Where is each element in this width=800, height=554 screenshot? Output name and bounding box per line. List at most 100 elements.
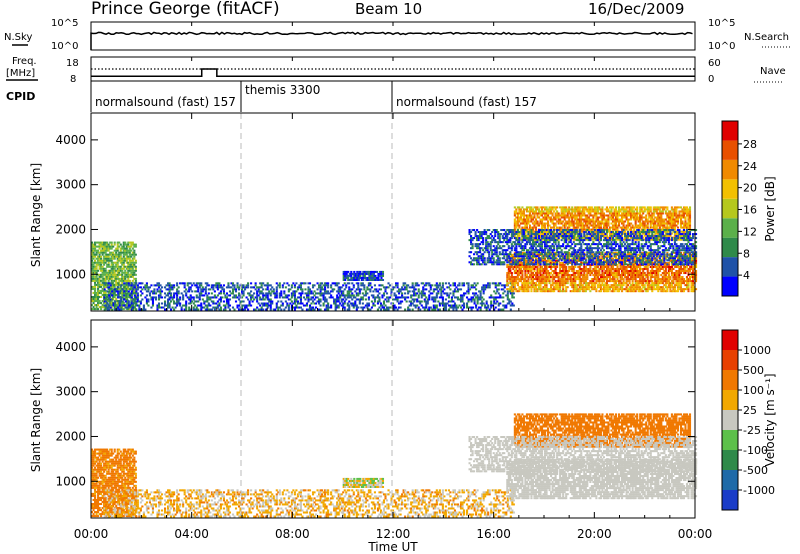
echo-cell bbox=[127, 241, 130, 244]
echo-cell bbox=[625, 282, 628, 285]
echo-cell bbox=[103, 273, 106, 276]
echo-cell bbox=[119, 285, 122, 288]
echo-cell bbox=[92, 302, 95, 305]
echo-cell bbox=[416, 282, 419, 285]
echo-cell bbox=[194, 308, 197, 311]
echo-cell bbox=[554, 272, 557, 275]
echo-cell bbox=[207, 296, 210, 299]
echo-cell bbox=[539, 251, 542, 254]
echo-cell bbox=[195, 290, 198, 293]
echo-cell bbox=[293, 300, 296, 303]
echo-cell bbox=[228, 308, 232, 311]
echo-cell bbox=[130, 296, 133, 299]
echo-cell bbox=[505, 304, 508, 307]
echo-cell bbox=[118, 241, 121, 244]
echo-cell bbox=[105, 296, 108, 299]
echo-cell bbox=[94, 261, 97, 264]
echo-cell bbox=[455, 304, 458, 307]
echo-cell bbox=[151, 296, 155, 299]
echo-cell bbox=[147, 288, 150, 291]
echo-cell bbox=[134, 277, 137, 280]
echo-cell bbox=[544, 265, 547, 268]
echo-cell bbox=[357, 294, 360, 297]
echo-cell bbox=[343, 294, 346, 297]
echo-cell bbox=[476, 282, 479, 285]
echo-cell bbox=[531, 253, 535, 256]
echo-cell bbox=[475, 304, 478, 307]
echo-cell bbox=[452, 306, 455, 309]
echo-cell bbox=[91, 295, 94, 299]
echo-cell bbox=[467, 288, 470, 291]
noise-sky-label: N.Sky bbox=[4, 32, 32, 43]
echo-cell bbox=[345, 272, 348, 275]
echo-cell bbox=[628, 280, 631, 283]
echo-cell bbox=[525, 208, 528, 211]
echo-cell bbox=[461, 282, 464, 285]
echo-cell bbox=[589, 282, 592, 285]
echo-cell bbox=[440, 302, 443, 305]
echo-cell bbox=[545, 284, 548, 287]
echo-cell bbox=[110, 257, 113, 260]
echo-cell bbox=[92, 273, 95, 276]
echo-cell bbox=[502, 296, 505, 299]
echo-cell bbox=[527, 282, 530, 285]
echo-cell bbox=[574, 286, 577, 289]
echo-cell bbox=[305, 308, 309, 311]
echo-cell bbox=[103, 279, 106, 282]
echo-cell bbox=[360, 298, 363, 301]
echo-cell bbox=[441, 286, 444, 289]
echo-cell bbox=[497, 302, 500, 305]
echo-cell bbox=[296, 286, 299, 289]
echo-cell bbox=[528, 224, 532, 227]
echo-cell bbox=[135, 296, 138, 299]
echo-cell bbox=[506, 282, 509, 285]
echo-cell bbox=[224, 308, 227, 311]
echo-cell bbox=[98, 283, 101, 286]
echo-cell bbox=[404, 288, 407, 291]
echo-cell bbox=[513, 286, 516, 289]
echo-cell bbox=[452, 294, 455, 297]
echo-cell bbox=[130, 241, 133, 244]
echo-cell bbox=[459, 288, 463, 291]
echo-cell bbox=[554, 286, 557, 289]
echo-cell bbox=[342, 290, 345, 293]
echo-cell bbox=[342, 270, 345, 273]
echo-cell bbox=[614, 282, 618, 285]
echo-cell bbox=[484, 288, 487, 291]
echo-cell bbox=[586, 284, 589, 287]
echo-cell bbox=[465, 306, 469, 309]
echo-cell bbox=[94, 247, 97, 250]
echo-cell bbox=[586, 286, 589, 289]
echo-cell bbox=[601, 280, 604, 283]
echo-cell bbox=[314, 306, 318, 309]
echo-cell bbox=[592, 284, 595, 287]
echo-cell bbox=[513, 251, 516, 254]
freq-tick-top: 18 bbox=[66, 58, 79, 69]
echo-cell bbox=[672, 282, 675, 285]
echo-cell bbox=[352, 302, 355, 305]
echo-cell bbox=[516, 272, 519, 275]
echo-cell bbox=[131, 279, 134, 282]
echo-cell bbox=[502, 288, 505, 291]
echo-cell bbox=[557, 282, 560, 285]
echo-cell bbox=[97, 298, 100, 301]
echo-cell bbox=[127, 267, 130, 270]
echo-cell bbox=[109, 259, 112, 262]
echo-cell bbox=[487, 286, 490, 289]
echo-cell bbox=[515, 282, 518, 285]
echo-cell bbox=[228, 304, 232, 307]
echo-cell bbox=[234, 294, 238, 297]
echo-cell bbox=[318, 302, 321, 305]
echo-cell bbox=[494, 282, 497, 285]
echo-cell bbox=[136, 284, 139, 287]
echo-cell bbox=[472, 306, 475, 309]
echo-cell bbox=[484, 306, 487, 309]
echo-cell bbox=[544, 290, 547, 293]
echo-cell bbox=[95, 263, 98, 266]
echo-cell bbox=[163, 292, 167, 295]
echo-cell bbox=[359, 276, 362, 279]
echo-cell bbox=[578, 286, 581, 289]
echo-cell bbox=[475, 306, 478, 309]
echo-cell bbox=[132, 302, 135, 305]
echo-cell bbox=[167, 300, 170, 303]
